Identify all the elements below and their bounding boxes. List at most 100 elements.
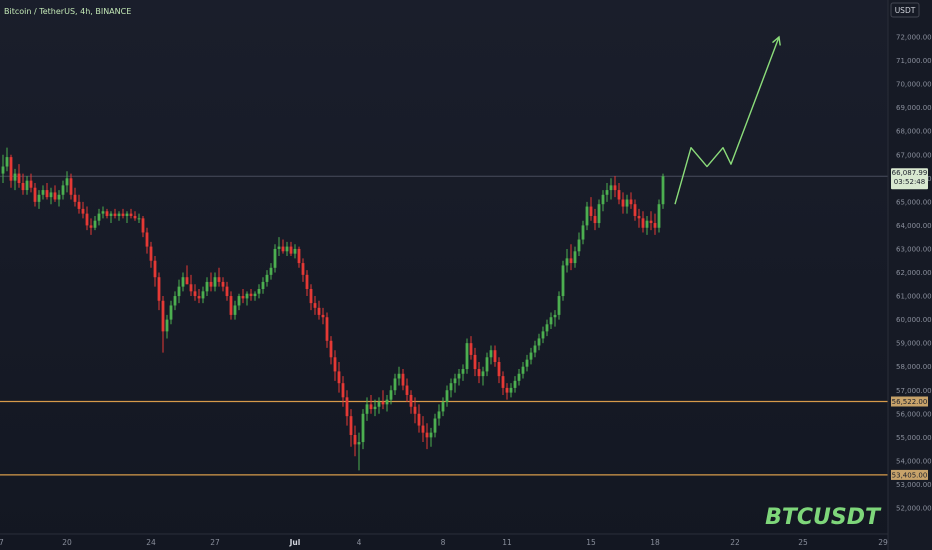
candle-body	[529, 352, 533, 360]
candle-body	[649, 220, 653, 224]
candle-body	[457, 373, 461, 379]
currency-badge-label: USDT	[895, 6, 916, 15]
candle-body	[609, 185, 613, 191]
candle-body	[533, 345, 537, 353]
candle-body	[425, 432, 429, 438]
candle-body	[589, 206, 593, 216]
candle-body	[581, 225, 585, 240]
candle-body	[517, 373, 521, 381]
x-tick-label: 4	[357, 538, 362, 547]
candle-body	[585, 206, 589, 226]
y-tick-label: 59,000.00	[896, 340, 932, 348]
candle-body	[629, 199, 633, 205]
candle-body	[429, 432, 433, 438]
candle-body	[541, 331, 545, 339]
candle-body	[121, 213, 125, 216]
candle-body	[653, 223, 657, 228]
candle-body	[117, 213, 121, 216]
candle-body	[5, 157, 9, 167]
y-tick-label: 55,000.00	[896, 434, 932, 442]
candle-body	[521, 366, 525, 374]
candle-body	[269, 267, 273, 275]
bar-countdown: 03:52:48	[894, 178, 925, 186]
level-low-value: 53,405.00	[892, 471, 928, 479]
candle-body	[553, 314, 557, 318]
candle-body	[45, 190, 49, 198]
y-tick-label: 70,000.00	[896, 81, 932, 89]
x-tick-label: 22	[730, 538, 740, 547]
candle-body	[261, 281, 265, 289]
candle-body	[253, 293, 257, 297]
candle-body	[297, 248, 301, 264]
candle-body	[281, 246, 285, 252]
candle-body	[113, 213, 117, 216]
candle-body	[29, 180, 33, 188]
currency-badge[interactable]: USDT	[890, 2, 920, 18]
candle-body	[149, 246, 153, 261]
candle-body	[441, 402, 445, 412]
x-tick-label: 8	[441, 538, 446, 547]
time-axis[interactable]: 17 20 24 27 Jul 4 8 11 15 18 22 25 29	[0, 533, 888, 547]
candle-body	[65, 178, 69, 186]
candle-body	[93, 220, 97, 228]
candle-body	[69, 178, 73, 195]
candle-body	[557, 296, 561, 315]
level-low-badge: 53,405.00	[891, 469, 928, 480]
x-tick-label: 18	[650, 538, 660, 547]
candle-body	[365, 404, 369, 414]
symbol-watermark: BTCUSDT	[765, 505, 882, 530]
candle-body	[133, 215, 137, 219]
plot-area[interactable]	[0, 0, 888, 550]
y-tick-label: 68,000.00	[896, 128, 932, 136]
candle-body	[485, 357, 489, 372]
candle-body	[245, 293, 249, 299]
candle-body	[21, 183, 25, 191]
y-tick-label: 62,000.00	[896, 269, 932, 277]
candle-body	[637, 215, 641, 219]
y-tick-label: 60,000.00	[896, 316, 932, 324]
candle-body	[449, 383, 453, 391]
candle-body	[525, 359, 529, 367]
candle-body	[321, 314, 325, 318]
candle-body	[33, 187, 37, 202]
level-high-badge: 56,522.00	[891, 396, 928, 407]
candle-body	[189, 284, 193, 292]
candle-body	[249, 293, 253, 297]
x-tick-label: 17	[0, 538, 4, 547]
candle-body	[325, 317, 329, 341]
candle-body	[361, 413, 365, 443]
candle-body	[601, 194, 605, 205]
y-tick-label: 67,000.00	[896, 151, 932, 159]
candle-body	[377, 402, 381, 407]
candle-body	[213, 277, 217, 287]
candle-body	[317, 307, 321, 315]
level-high-value: 56,522.00	[892, 398, 928, 406]
candle-body	[37, 194, 41, 202]
candle-body	[185, 277, 189, 285]
candle-body	[397, 373, 401, 379]
x-tick-label: 27	[210, 538, 220, 547]
candle-body	[481, 371, 485, 377]
candle-body	[237, 296, 241, 306]
candle-body	[161, 300, 165, 332]
candle-body	[537, 338, 541, 346]
candle-body	[501, 376, 505, 388]
candle-body	[617, 190, 621, 200]
candle-body	[333, 357, 337, 372]
candle-body	[477, 369, 481, 377]
candle-body	[265, 274, 269, 282]
y-tick-label: 56,000.00	[896, 410, 932, 418]
x-tick-label: 25	[798, 538, 808, 547]
x-tick-label: 11	[502, 538, 512, 547]
candle-body	[53, 192, 57, 200]
candle-body	[645, 220, 649, 228]
x-tick-label: 20	[62, 538, 72, 547]
candle-body	[305, 274, 309, 289]
x-tick-label: 15	[586, 538, 596, 547]
candle-body	[141, 218, 145, 233]
candle-body	[345, 397, 349, 417]
candle-body	[497, 361, 501, 377]
candle-body	[369, 404, 373, 410]
y-tick-label: 52,000.00	[896, 505, 932, 513]
